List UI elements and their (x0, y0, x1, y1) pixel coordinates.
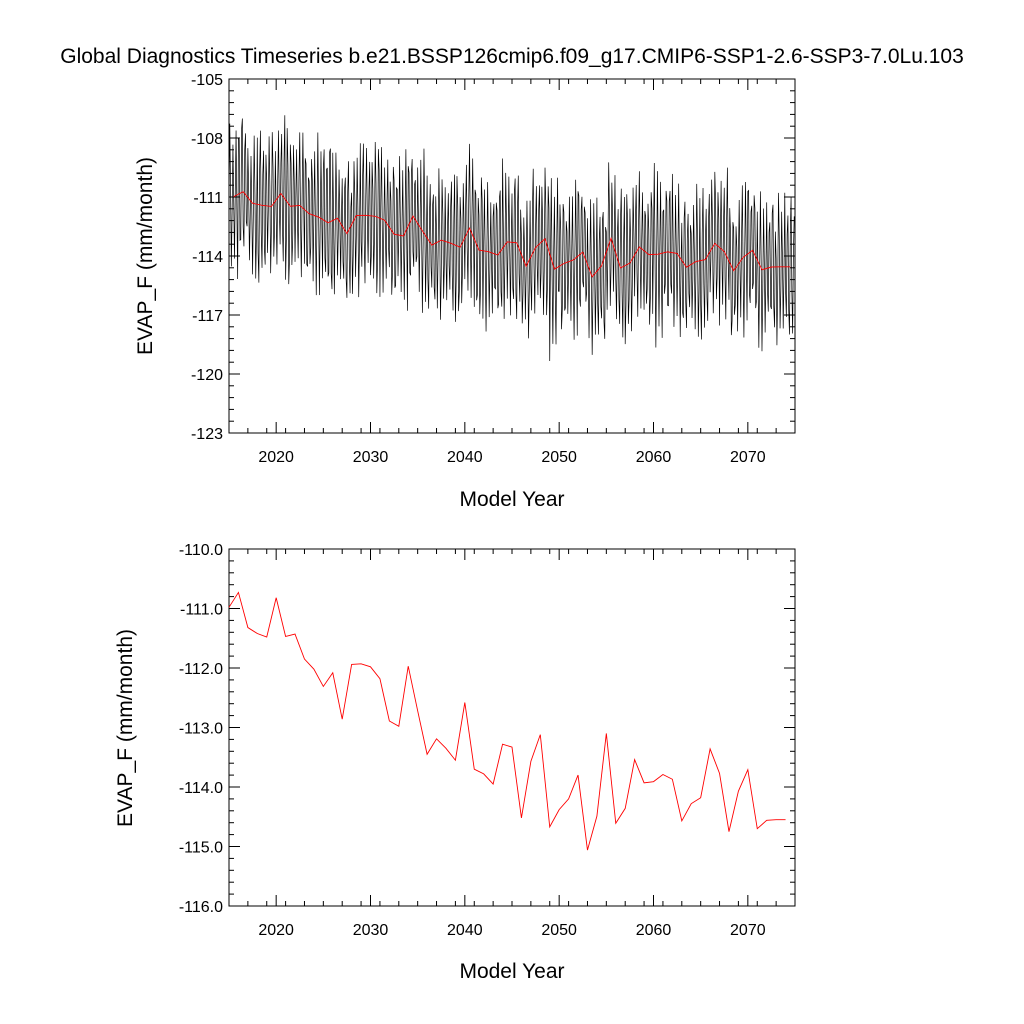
y-tick-label: -112.0 (179, 661, 223, 678)
top-axis-ticks (228, 78, 796, 434)
bottom-plot-frame (228, 548, 796, 907)
x-tick-label: 2030 (353, 449, 389, 466)
x-tick-label: 2070 (730, 922, 766, 939)
y-tick-label: -111.0 (180, 602, 223, 619)
bottom-axis-ticks (228, 548, 796, 907)
x-tick-label: 2040 (447, 449, 483, 466)
bottom-y-axis-label: EVAP_F (mm/month) (114, 629, 137, 827)
bottom-x-tick-labels: 2020 2030 2040 2050 2060 2070 (258, 922, 765, 939)
y-tick-label: -111 (193, 190, 223, 207)
x-tick-label: 2030 (353, 922, 389, 939)
bottom-x-axis-label: Model Year (459, 960, 564, 983)
y-tick-label: -116.0 (179, 899, 223, 916)
x-tick-label: 2050 (541, 922, 577, 939)
top-x-axis-label: Model Year (459, 488, 564, 511)
x-tick-label: 2050 (541, 449, 577, 466)
top-y-axis-label: EVAP_F (mm/month) (134, 157, 157, 355)
y-tick-label: -113.0 (179, 721, 223, 738)
y-tick-label: -105 (191, 72, 223, 89)
monthly-line (228, 115, 795, 362)
y-tick-label: -123 (191, 426, 223, 443)
annual-mean-line (233, 191, 791, 278)
bottom-y-tick-labels: -116.0 -115.0 -114.0 -113.0 -112.0 -111.0 -110… (179, 542, 223, 916)
y-tick-label: -120 (191, 367, 223, 384)
y-tick-label: -110.0 (179, 542, 223, 559)
y-tick-label: -108 (191, 131, 223, 148)
x-tick-label: 2020 (258, 449, 294, 466)
y-tick-label: -114 (192, 249, 223, 266)
top-x-tick-labels: 2020 2030 2040 2050 2060 2070 (258, 449, 765, 466)
top-annual-series (233, 191, 791, 278)
top-monthly-series (228, 115, 795, 362)
y-tick-label: -117 (192, 308, 223, 325)
y-tick-label: -115.0 (179, 840, 223, 857)
y-tick-label: -114.0 (179, 780, 223, 797)
annual-mean-line (228, 591, 786, 851)
x-tick-label: 2020 (258, 922, 294, 939)
x-tick-label: 2060 (636, 449, 672, 466)
top-chart-panel: -123 -120 -117 -114 -111 -108 -105 2020 2030 204… (134, 72, 796, 511)
x-tick-label: 2070 (730, 449, 766, 466)
bottom-chart-panel: -116.0 -115.0 -114.0 -113.0 -112.0 -111.0 -110… (114, 542, 796, 983)
x-tick-label: 2060 (636, 922, 672, 939)
figure-title: Global Diagnostics Timeseries b.e21.BSSP… (60, 45, 964, 68)
bottom-annual-series (228, 591, 786, 851)
top-y-tick-labels: -123 -120 -117 -114 -111 -108 -105 (191, 72, 223, 443)
x-tick-label: 2040 (447, 922, 483, 939)
